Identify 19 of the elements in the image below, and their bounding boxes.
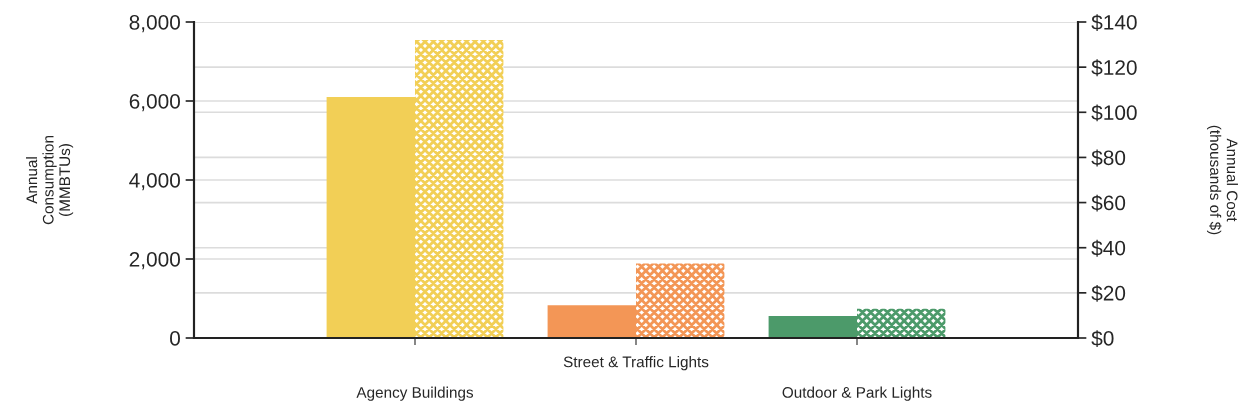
y-tick-label: 2,000 (129, 252, 180, 270)
y-tick-label: 8,000 (129, 15, 180, 33)
y2-tick-label: $20 (1091, 284, 1126, 302)
x-tick-label: Outdoor & Park Lights (782, 386, 932, 401)
y-tick-label: 6,000 (129, 94, 180, 112)
y2-tick-label: $40 (1091, 239, 1126, 257)
y2-tick-label: $100 (1091, 104, 1137, 122)
y2-tick-label: $80 (1091, 149, 1126, 167)
y2-tick-label: $140 (1091, 14, 1137, 31)
y2-tick-label: $120 (1091, 59, 1137, 77)
bar (636, 263, 725, 338)
y2-tick-label: $0 (1091, 330, 1114, 347)
x-tick-label: Agency Buildings (356, 386, 474, 401)
y-axis-title: Annual Consumption (MMBTUs) (25, 135, 74, 225)
y-tick-label: 0 (170, 331, 180, 346)
y2-axis-title: Annual Cost (thousands of $) (1206, 125, 1238, 235)
y-tick-label: 4,000 (129, 173, 180, 191)
x-tick-label: Street & Traffic Lights (563, 356, 709, 371)
y2-tick-label: $60 (1091, 194, 1126, 212)
